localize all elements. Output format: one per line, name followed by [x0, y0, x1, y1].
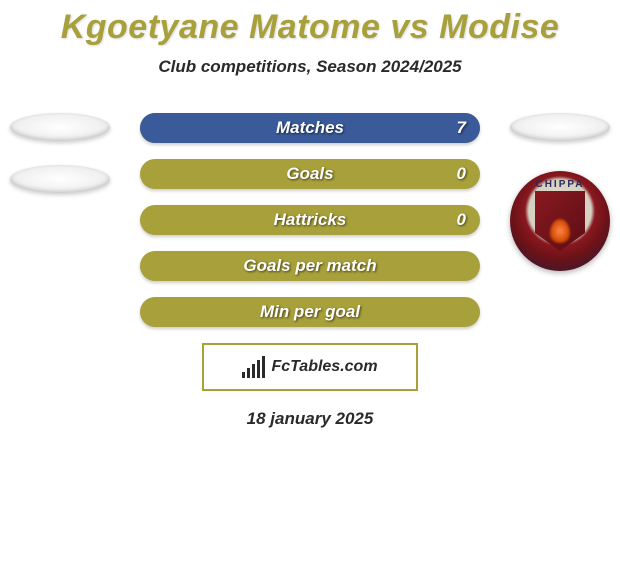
right-player-icons: [510, 113, 610, 271]
page-subtitle: Club competitions, Season 2024/2025: [0, 57, 620, 77]
stat-value: 0: [457, 164, 466, 184]
stat-label: Goals per match: [243, 256, 376, 276]
stat-value: 0: [457, 210, 466, 230]
stat-bar-hattricks: Hattricks 0: [140, 205, 480, 235]
stat-label: Goals: [286, 164, 333, 184]
placeholder-icon: [10, 165, 110, 193]
placeholder-icon: [10, 113, 110, 141]
logo-text: FcTables.com: [271, 358, 377, 376]
club-badge-icon: [510, 171, 610, 271]
stat-label: Hattricks: [274, 210, 347, 230]
left-player-icons: [10, 113, 110, 217]
snapshot-date: 18 january 2025: [0, 409, 620, 429]
stat-label: Min per goal: [260, 302, 360, 322]
stat-bars: Matches 7 Goals 0 Hattricks 0 Goals per …: [140, 113, 480, 327]
page-title: Kgoetyane Matome vs Modise: [0, 0, 620, 47]
stat-bar-matches: Matches 7: [140, 113, 480, 143]
comparison-chart: Matches 7 Goals 0 Hattricks 0 Goals per …: [0, 113, 620, 429]
stat-label: Matches: [276, 118, 344, 138]
stat-bar-goals-per-match: Goals per match: [140, 251, 480, 281]
logo-bars-icon: [242, 356, 265, 378]
stat-bar-min-per-goal: Min per goal: [140, 297, 480, 327]
stat-value: 7: [457, 118, 466, 138]
placeholder-icon: [510, 113, 610, 141]
fctables-logo: FcTables.com: [202, 343, 418, 391]
stat-bar-goals: Goals 0: [140, 159, 480, 189]
